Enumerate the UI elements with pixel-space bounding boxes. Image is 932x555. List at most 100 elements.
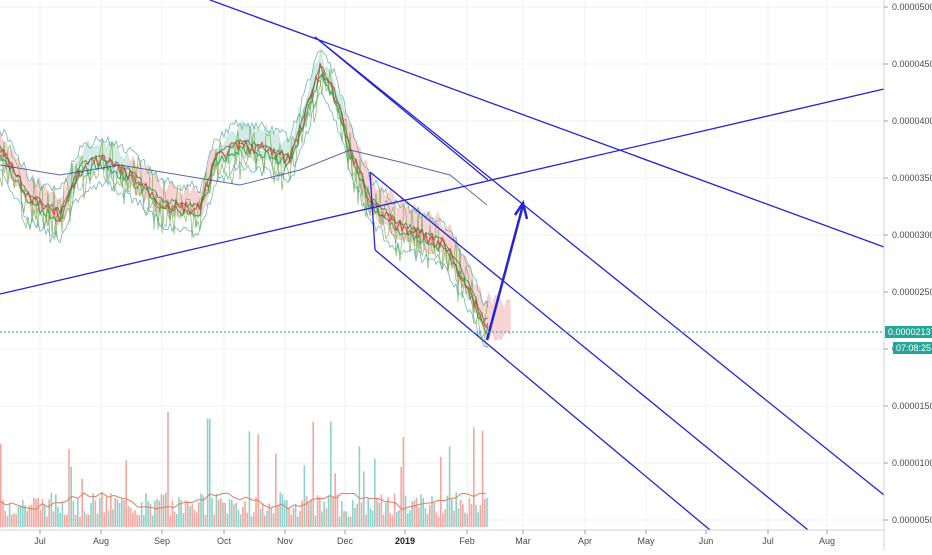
volume-bar xyxy=(409,510,411,527)
volume-bar xyxy=(59,512,61,527)
volume-bar xyxy=(33,497,35,527)
volume-bar xyxy=(387,496,389,527)
volume-bar xyxy=(297,516,299,527)
volume-bar xyxy=(468,497,471,527)
price-tick-label: 0.00003000 xyxy=(892,230,932,240)
ma-green-line xyxy=(0,73,489,336)
volume-bar xyxy=(143,515,145,527)
volume-bar xyxy=(129,507,132,527)
volume-bar xyxy=(286,500,288,527)
volume-bar xyxy=(323,501,325,527)
volume-bar xyxy=(345,511,347,527)
volume-bar xyxy=(292,508,295,527)
volume-bar xyxy=(173,511,176,527)
volume-bar xyxy=(116,499,119,527)
price-tick-label: 0.00001000 xyxy=(892,458,932,468)
volume-bar xyxy=(2,499,4,527)
volume-bar xyxy=(134,510,136,527)
volume-bar xyxy=(123,499,125,527)
volume-bar xyxy=(35,498,37,527)
volume-bar xyxy=(233,504,235,527)
volume-bar xyxy=(110,493,112,527)
volume-bar xyxy=(231,499,233,527)
volume-bar xyxy=(369,508,372,527)
volume-bar xyxy=(294,504,297,527)
channel-upper-line xyxy=(314,36,885,496)
volume-bar xyxy=(13,513,15,527)
volume-bar xyxy=(167,412,169,527)
price-tick-label: 0.00004000 xyxy=(892,116,932,126)
volume-bar xyxy=(191,504,193,527)
price-tick-label: 0.00004500 xyxy=(892,59,932,69)
volume-bar xyxy=(176,514,178,527)
volume-bar xyxy=(481,430,484,527)
volume-bar xyxy=(444,509,446,527)
volume-bar xyxy=(411,501,413,527)
volume-bar xyxy=(171,500,174,527)
volume-bar xyxy=(228,499,231,527)
time-tick-label: Mar xyxy=(515,536,531,546)
volume-bar xyxy=(107,510,110,527)
time-axis[interactable]: Jul Aug Sep Oct Nov Dec 2019 Feb Mar Apr May Jun Jul… xyxy=(34,530,835,546)
volume-bar xyxy=(257,434,259,527)
volume-bar xyxy=(440,456,442,527)
volume-bar xyxy=(420,494,422,527)
volume-bar xyxy=(470,504,473,527)
volume-bar xyxy=(154,500,156,527)
volume-bar xyxy=(66,514,68,527)
volume-bar xyxy=(451,499,453,527)
volume-bar xyxy=(39,509,42,527)
volume-bar xyxy=(371,510,374,527)
volume-bar xyxy=(486,497,488,527)
volume-bar xyxy=(147,501,149,527)
time-tick-label: Dec xyxy=(337,536,354,546)
volume-bars xyxy=(0,412,488,527)
volume-bar xyxy=(237,509,240,527)
volume-bar xyxy=(402,436,405,527)
volume-bar xyxy=(103,512,105,527)
volume-bar xyxy=(336,493,339,527)
ma-long-line xyxy=(0,149,488,206)
price-tick-label: 0.00005000 xyxy=(892,2,932,12)
volume-bar xyxy=(28,505,31,527)
volume-bar xyxy=(341,501,343,527)
grid-lines xyxy=(0,0,884,530)
volume-bar xyxy=(187,501,189,527)
volume-bar xyxy=(279,492,281,527)
volume-bar xyxy=(422,497,424,527)
volume-bar xyxy=(57,506,59,527)
volume-bar xyxy=(290,514,292,527)
volume-bar xyxy=(226,513,229,527)
volume-bar xyxy=(354,507,356,527)
volume-bar xyxy=(473,427,475,527)
volume-bar xyxy=(158,500,160,527)
volume-bar xyxy=(50,492,53,527)
channel-middle-line xyxy=(369,171,809,531)
volume-bar xyxy=(81,478,83,527)
volume-bar xyxy=(215,493,218,527)
volume-bar xyxy=(310,499,312,527)
volume-bar xyxy=(376,498,378,527)
volume-bar xyxy=(391,515,394,527)
volume-bar xyxy=(415,497,418,527)
volume-bar xyxy=(303,465,306,527)
price-tick-label: 0.00003500 xyxy=(892,173,932,183)
volume-bar xyxy=(63,514,66,527)
current-price-badge-bg xyxy=(885,326,932,338)
volume-bar xyxy=(268,503,270,527)
time-tick-label: Aug xyxy=(819,536,835,546)
volume-bar xyxy=(393,493,396,527)
volume-bar xyxy=(138,515,141,527)
volume-bar xyxy=(367,497,369,527)
volume-bar xyxy=(169,515,171,527)
volume-bar xyxy=(316,495,319,527)
volume-bar xyxy=(266,510,268,527)
volume-bar xyxy=(398,510,400,527)
ma-red-line xyxy=(0,62,489,329)
volume-bar xyxy=(418,507,420,527)
trendlines xyxy=(0,0,885,531)
volume-bar xyxy=(424,507,427,527)
volume-bar xyxy=(477,512,479,527)
